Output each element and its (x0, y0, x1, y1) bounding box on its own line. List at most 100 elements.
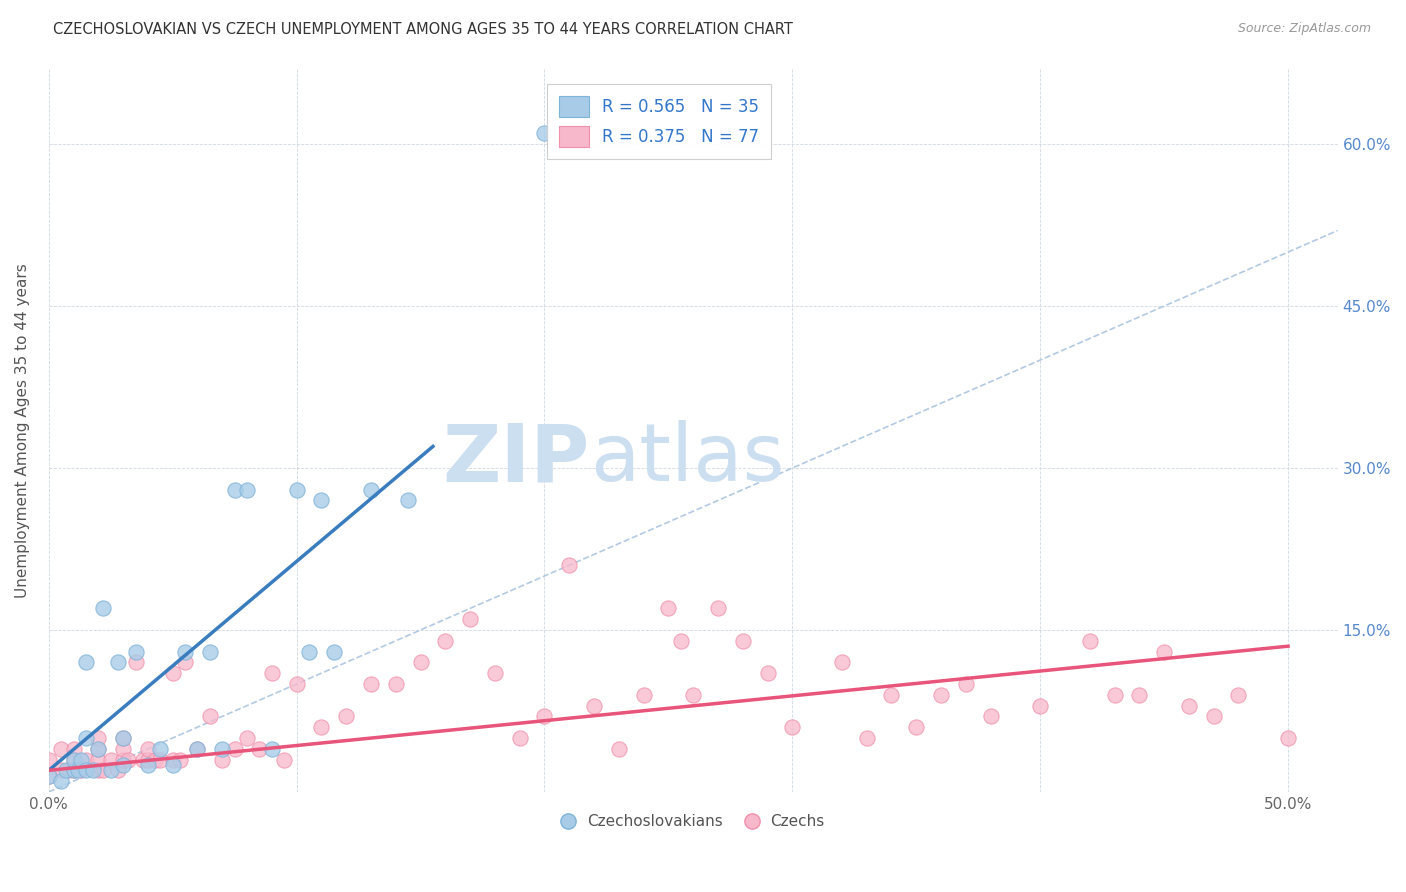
Point (1178, 698, 1201, 713)
Point (107, 764, 129, 778)
Point (1277, 731, 1299, 745)
Point (682, 688, 704, 702)
Point (186, 741, 208, 756)
Point (1029, 698, 1052, 713)
Point (211, 741, 233, 756)
Point (855, 731, 877, 745)
Point (1202, 709, 1225, 723)
Point (75, 764, 97, 778)
Point (905, 720, 928, 734)
Point (929, 688, 952, 702)
Point (67, 764, 90, 778)
Point (55, 764, 77, 778)
Point (533, 709, 555, 723)
Point (132, 753, 155, 767)
Point (38, 753, 60, 767)
Legend: Czechoslovakians, Czechs: Czechoslovakians, Czechs (557, 808, 830, 835)
Point (91, 601, 114, 615)
Point (980, 709, 1002, 723)
Point (112, 731, 135, 745)
Point (657, 601, 679, 615)
Point (285, 483, 308, 497)
Point (880, 688, 903, 702)
Point (224, 483, 246, 497)
Point (124, 656, 146, 670)
Point (186, 741, 208, 756)
Point (136, 741, 159, 756)
Point (273, 753, 295, 767)
Point (149, 741, 172, 756)
Point (285, 677, 308, 691)
Point (1078, 633, 1101, 648)
Point (100, 764, 122, 778)
Point (49, 764, 72, 778)
Point (236, 731, 259, 745)
Point (669, 633, 692, 648)
Point (136, 758, 159, 772)
Point (62, 741, 84, 756)
Point (174, 656, 197, 670)
Point (38, 769, 60, 783)
Point (298, 644, 321, 658)
Point (87, 753, 110, 767)
Point (107, 656, 129, 670)
Point (1227, 688, 1250, 702)
Text: ZIP: ZIP (443, 420, 591, 498)
Point (707, 601, 730, 615)
Point (434, 633, 457, 648)
Point (75, 753, 97, 767)
Point (533, 126, 555, 140)
Point (87, 741, 110, 756)
Point (360, 483, 382, 497)
Point (62, 764, 84, 778)
Text: Source: ZipAtlas.com: Source: ZipAtlas.com (1237, 22, 1371, 36)
Point (633, 688, 655, 702)
Point (100, 753, 122, 767)
Point (322, 644, 344, 658)
Point (162, 753, 184, 767)
Point (70, 753, 93, 767)
Point (224, 741, 246, 756)
Point (117, 753, 139, 767)
Point (458, 612, 481, 626)
Point (1153, 644, 1175, 658)
Point (558, 558, 581, 573)
Point (38, 769, 60, 783)
Point (82, 764, 104, 778)
Point (249, 741, 271, 756)
Point (112, 741, 135, 756)
Point (162, 758, 184, 772)
Point (955, 677, 977, 691)
Point (174, 644, 197, 658)
Point (260, 666, 283, 681)
Point (311, 493, 333, 508)
Point (143, 753, 166, 767)
Point (62, 753, 84, 767)
Point (136, 753, 159, 767)
Point (396, 493, 419, 508)
Point (731, 633, 754, 648)
Point (260, 741, 283, 756)
Point (335, 709, 357, 723)
Point (112, 758, 135, 772)
Point (58, 764, 80, 778)
Point (112, 731, 135, 745)
Point (62, 753, 84, 767)
Point (87, 731, 110, 745)
Point (49, 741, 72, 756)
Point (211, 753, 233, 767)
Point (607, 741, 630, 756)
Point (509, 731, 531, 745)
Point (360, 677, 382, 691)
Point (583, 698, 606, 713)
Text: atlas: atlas (591, 420, 785, 498)
Point (87, 764, 110, 778)
Point (62, 764, 84, 778)
Point (831, 656, 853, 670)
Point (409, 656, 432, 670)
Point (112, 753, 135, 767)
Point (756, 666, 779, 681)
Point (198, 644, 221, 658)
Y-axis label: Unemployment Among Ages 35 to 44 years: Unemployment Among Ages 35 to 44 years (15, 263, 30, 598)
Point (169, 753, 191, 767)
